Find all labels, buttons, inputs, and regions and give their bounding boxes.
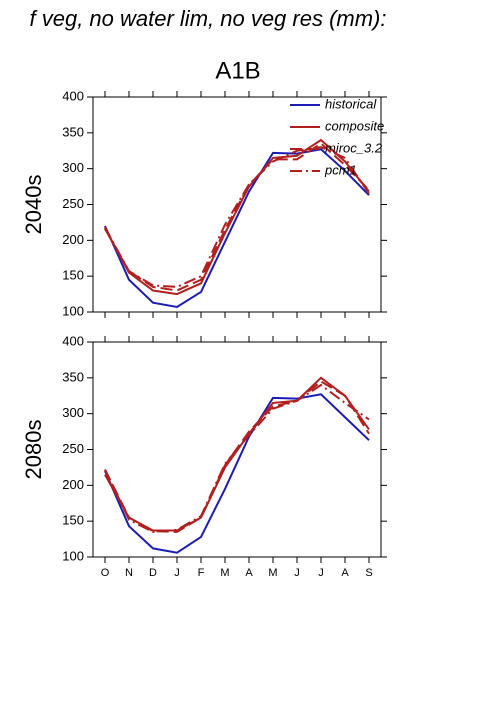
y-tick-label: 100 <box>62 303 84 318</box>
y-tick-label: 150 <box>62 513 84 528</box>
data-line <box>104 148 370 309</box>
y-tick-label: 350 <box>62 369 84 384</box>
data-line <box>104 393 370 554</box>
legend-label: pcm1 <box>324 162 357 177</box>
y-axis-label: 2040s <box>21 175 46 235</box>
y-axis-label: 2080s <box>21 420 46 480</box>
y-tick-label: 400 <box>62 333 84 348</box>
figure-subtitle: A1B <box>215 57 260 84</box>
x-tick-label: N <box>125 567 133 579</box>
x-tick-label: J <box>174 567 180 579</box>
x-tick-label: O <box>101 567 110 579</box>
x-tick-label: M <box>268 567 277 579</box>
y-tick-label: 250 <box>62 441 84 456</box>
x-tick-label: S <box>365 567 372 579</box>
data-line <box>104 138 370 296</box>
x-tick-label: J <box>318 567 324 579</box>
y-tick-label: 150 <box>62 268 84 283</box>
x-tick-label: A <box>245 567 253 579</box>
x-tick-label: F <box>198 567 205 579</box>
y-tick-label: 200 <box>62 477 84 492</box>
y-tick-label: 250 <box>62 196 84 211</box>
y-tick-label: 300 <box>62 160 84 175</box>
y-tick-label: 350 <box>62 124 84 139</box>
y-tick-label: 200 <box>62 232 84 247</box>
x-tick-label: D <box>149 567 157 579</box>
legend-label: miroc_3.2 <box>325 140 383 155</box>
y-tick-label: 300 <box>62 405 84 420</box>
x-tick-label: A <box>341 567 349 579</box>
y-tick-label: 400 <box>62 88 84 103</box>
x-tick-label: M <box>220 567 229 579</box>
data-line <box>104 146 370 288</box>
legend-label: historical <box>325 96 377 111</box>
legend-label: composite <box>325 118 384 133</box>
figure-title: f veg, no water lim, no veg res (mm): <box>30 6 387 31</box>
data-line <box>104 142 370 292</box>
y-tick-label: 100 <box>62 548 84 563</box>
x-tick-label: J <box>294 567 300 579</box>
